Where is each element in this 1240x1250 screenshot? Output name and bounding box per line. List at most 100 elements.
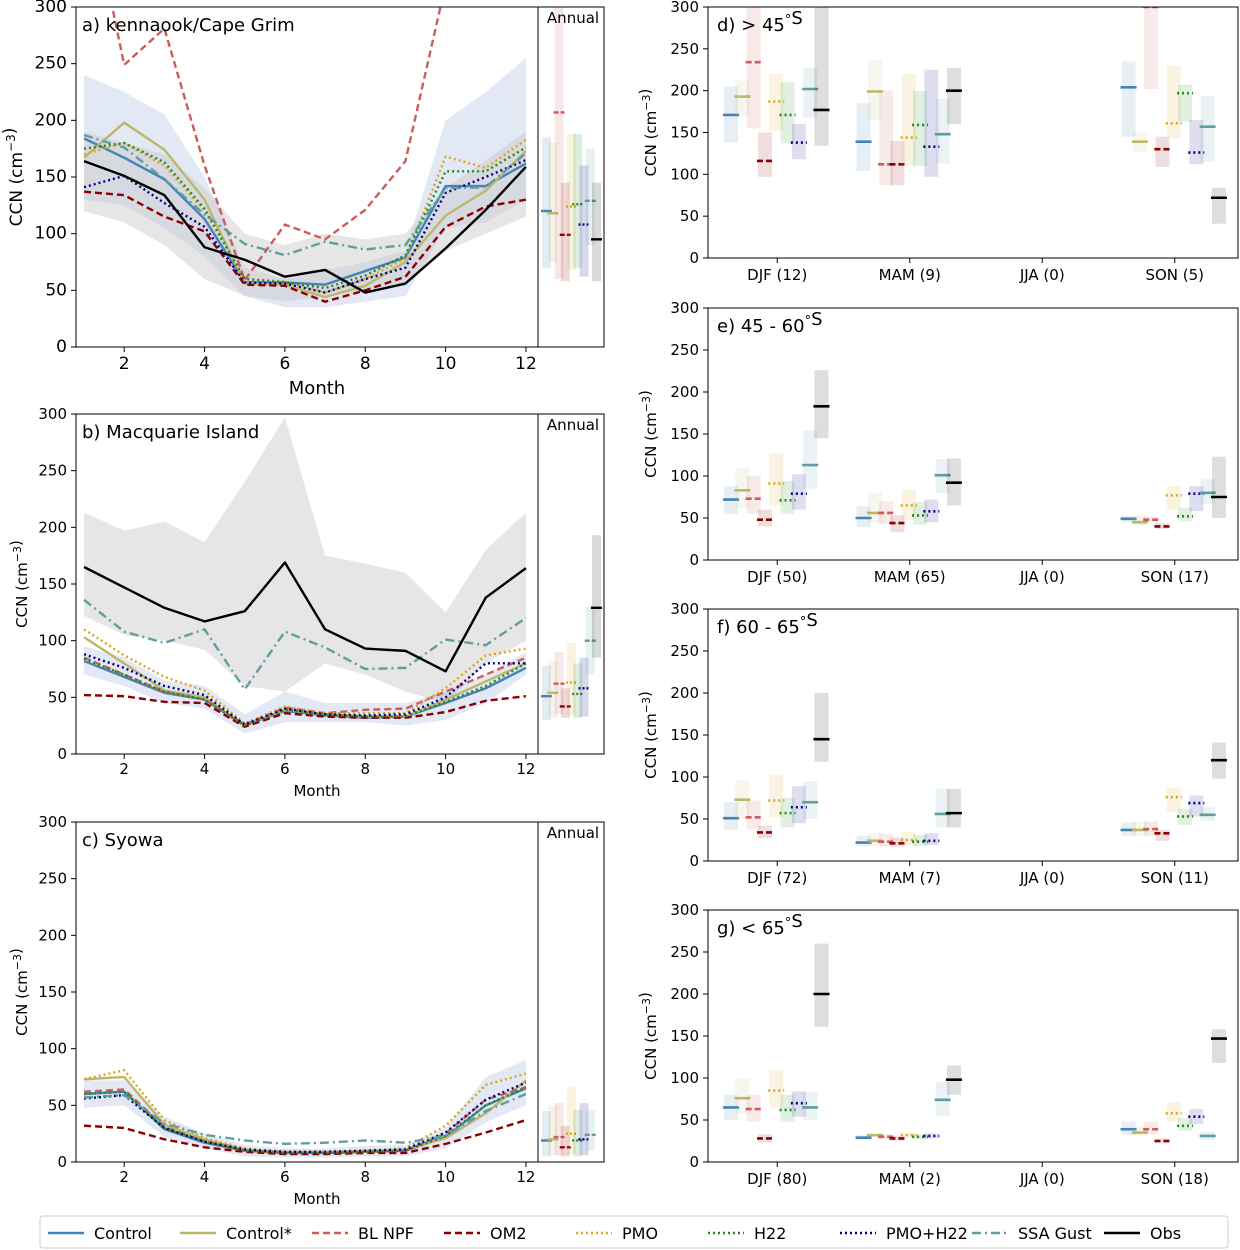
x-tick-label: 2 [119,354,130,374]
y-tick-label: 300 [38,813,67,831]
series-line-pmo-h22 [83,1081,527,1154]
series-line-bl-npf [83,656,527,726]
y-tick-label: 150 [38,575,67,593]
bar-range-pmo [769,73,784,131]
plot-area [723,370,1227,533]
bar-range-bl-npf [746,1094,761,1122]
annual-range-bl-npf [554,1103,564,1156]
y-axis-label: CCN (cm−3) [7,540,31,628]
bar-range-pmo [1166,65,1181,139]
series-line-pmo-h22 [83,653,526,726]
x-tick-label: 12 [515,354,537,374]
y-tick-label: 300 [670,600,699,618]
series-line-control [83,137,527,286]
axes-frame [707,909,1239,1163]
plot-area [723,7,1227,224]
y-tick-label: 0 [56,337,67,357]
bar-range-bl-npf [879,90,894,186]
x-tick-label: 6 [280,760,290,778]
bar-range-pmo-h22 [791,786,806,824]
bar-range-obs [946,788,961,828]
bar-range-obs [946,68,961,125]
bar-range-om2 [1155,829,1170,841]
y-tick-label: 300 [670,299,699,317]
bar-range-om2 [890,1135,905,1141]
annual-range-bl-npf [554,7,564,279]
annual-range-ssa-gust [585,1109,595,1151]
annual-range-ssa-gust [585,148,595,245]
y-tick-label: 150 [670,124,699,142]
legend: Control Control* BL NPF OM2 PMO H22 PMO+H22 SSA… [39,1215,1229,1249]
y-tick-label: 250 [38,870,67,888]
x-tick-label: 6 [279,354,290,374]
panel-title: f) 60 - 65°S [717,610,818,638]
bar-range-pmo [1166,486,1181,510]
x-tick-label: 10 [436,760,455,778]
x-tick-label: 10 [436,1168,455,1186]
y-tick-label: 100 [38,632,67,650]
panel-b: 0 50 100 150 200 250 300 2 4 6 8 10 12 Month CCN (cm−3… [7,405,605,800]
bar-range-pmo-h22 [924,499,939,523]
bar-range-om2 [757,1134,772,1143]
y-tick-label: 250 [38,462,67,480]
bar-range-h22 [913,834,928,846]
series-line-ssa-gust [83,1092,527,1146]
bar-range-control [724,802,739,830]
bar-range-obs [814,693,829,762]
category-label: DJF (80) [747,1170,807,1188]
panel-a: 0 50 100 150 200 250 300 2 4 6 8 10 12 Month CCN (cm−3… [0,0,605,399]
bar-range-h22 [780,1094,795,1122]
y-tick-label: 150 [35,167,67,187]
bar-range-ssa-gust [803,430,818,489]
annual-range-control [542,1111,551,1157]
legend-label: SSA Gust [1018,1224,1092,1243]
legend-frame [39,1215,1229,1249]
panel-title: b) Macquarie Island [82,422,259,443]
legend-label: PMO+H22 [886,1224,968,1243]
legend-label: Control* [226,1224,292,1243]
x-tick-label: 6 [280,1168,290,1186]
bar-range-obs [1211,456,1226,518]
legend-label: H22 [754,1224,786,1243]
legend-label: OM2 [490,1224,527,1243]
series-line-pmo-h22 [83,158,527,294]
annual-range-control [542,665,551,720]
bar-range-pmo-h22 [924,69,939,177]
bar-range-ssa-gust [803,781,818,819]
x-axis-label: Month [289,378,345,399]
series-line-om2 [83,1118,527,1156]
bar-range-pmo-h22 [791,1091,806,1117]
series-line-bl-npf [111,7,442,282]
y-tick-label: 200 [670,383,699,401]
panel-title: g) < 65°S [717,911,803,939]
panel-g: DJF (80) MAM (2) JJA (0) SON (18) 0 50 100 150 2… [636,901,1239,1188]
series-line-obs [83,561,527,673]
series-line-ssa-gust [83,598,527,691]
y-tick-label: 150 [670,1027,699,1045]
annual-range-pmo-h22 [579,1103,589,1156]
category-label: SON (11) [1141,869,1209,887]
panel-d: DJF (12) MAM (9) JJA (0) SON (5) 0 50 100 150 20… [636,0,1239,284]
annual-range-pmo [567,1087,576,1155]
series-line-pmo [83,628,527,725]
bar-range-h22 [913,1134,928,1140]
y-tick-label: 200 [670,684,699,702]
bar-range-om2 [757,825,772,839]
bar-range-pmo [1166,1102,1181,1122]
x-axis-label: Month [293,782,340,800]
bar-range-h22 [1178,808,1193,825]
bar-range-pmo [769,774,784,818]
bar-range-bl-npf [879,501,894,524]
y-tick-label: 50 [48,688,67,706]
y-tick-label: 200 [670,985,699,1003]
bar-range-control- [867,833,882,846]
category-label: MAM (2) [879,1170,941,1188]
panel-f: DJF (72) MAM (7) JJA (0) SON (11) 0 50 100 150 2… [636,600,1239,887]
x-tick-label: 8 [360,1168,370,1186]
bar-range-ssa-gust [935,99,950,164]
y-tick-label: 250 [35,54,67,74]
y-tick-label: 0 [689,249,699,267]
y-tick-label: 50 [680,509,699,527]
y-tick-label: 50 [680,207,699,225]
